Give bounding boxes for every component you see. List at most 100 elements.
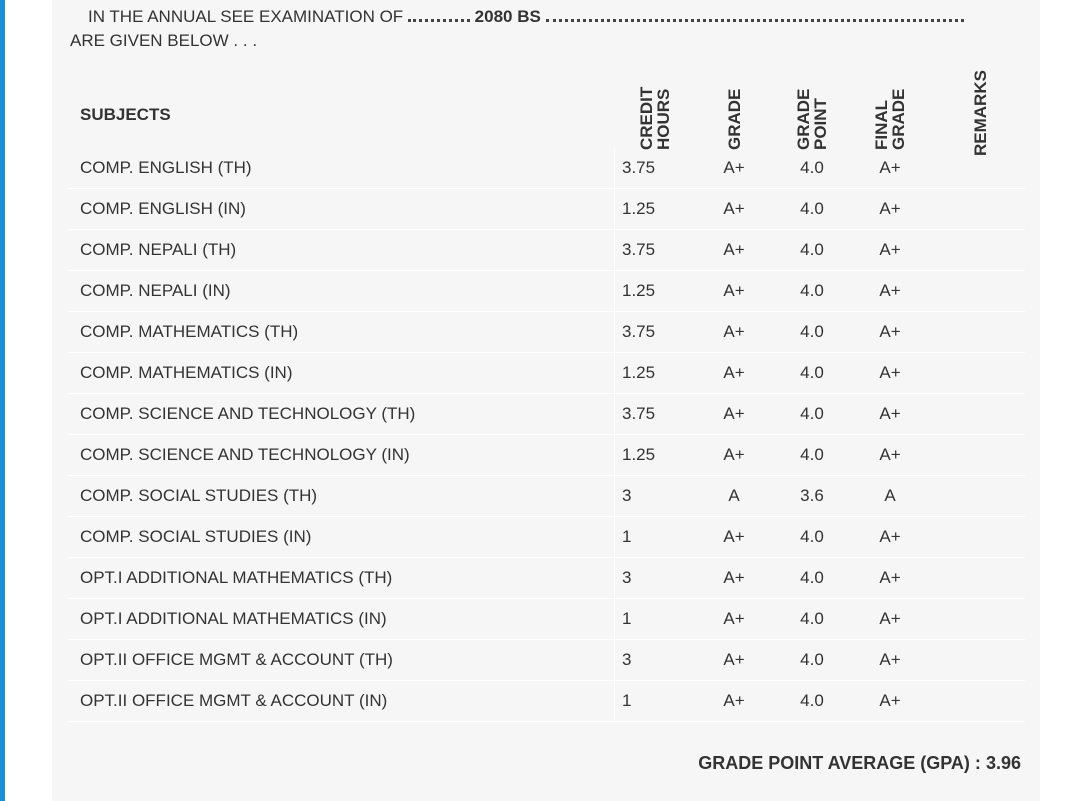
table-row: COMP. SCIENCE AND TECHNOLOGY (IN) 1.25 A+ 4… <box>68 435 1025 476</box>
gpa: GRADE POINT AVERAGE (GPA) : 3.96 <box>698 753 1021 774</box>
leader <box>407 7 470 22</box>
grade: A+ <box>723 568 745 587</box>
table-row: COMP. NEPALI (TH) 3.75 A+ 4.0 A+ <box>68 230 1025 271</box>
final-grade: A+ <box>879 691 901 710</box>
subject: COMP. MATHEMATICS (IN) <box>80 363 293 382</box>
table-row: OPT.II OFFICE MGMT & ACCOUNT (IN) 1 A+ 4.0 A… <box>68 681 1025 722</box>
credit-hours: 3.75 <box>622 240 656 259</box>
credit-hours: 3.75 <box>622 322 656 341</box>
subject: COMP. NEPALI (IN) <box>80 281 231 300</box>
subject: COMP. NEPALI (TH) <box>80 240 237 259</box>
credit-hours: 3.75 <box>622 158 656 177</box>
grade-point: 4.0 <box>800 445 824 464</box>
grade: A+ <box>723 445 745 464</box>
subject: COMP. MATHEMATICS (TH) <box>80 322 299 341</box>
intro-prefix: IN THE ANNUAL SEE EXAMINATION OF <box>88 7 404 26</box>
grade: A+ <box>723 199 745 218</box>
final-grade: A+ <box>879 650 901 669</box>
grade: A+ <box>723 404 745 423</box>
subject: COMP. SCIENCE AND TECHNOLOGY (IN) <box>80 445 410 464</box>
grade-point: 4.0 <box>800 527 824 546</box>
table-row: COMP. ENGLISH (IN) 1.25 A+ 4.0 A+ <box>68 189 1025 230</box>
credit-hours: 3.75 <box>622 404 656 423</box>
column-header: FINAL GRADE <box>872 88 908 150</box>
credit-hours: 1.25 <box>622 363 656 382</box>
subject: COMP. SCIENCE AND TECHNOLOGY (TH) <box>80 404 416 423</box>
gpa-value: 3.96 <box>985 753 1021 773</box>
credit-hours: 1 <box>622 609 632 628</box>
table-row: COMP. MATHEMATICS (TH) 3.75 A+ 4.0 A+ <box>68 312 1025 353</box>
final-grade: A+ <box>879 404 901 423</box>
credit-hours: 1.25 <box>622 445 656 464</box>
final-grade: A+ <box>879 445 901 464</box>
final-grade: A+ <box>879 568 901 587</box>
table-row: COMP. SOCIAL STUDIES (TH) 3 A 3.6 A <box>68 476 1025 517</box>
final-grade: A+ <box>879 240 901 259</box>
table-row: COMP. NEPALI (IN) 1.25 A+ 4.0 A+ <box>68 271 1025 312</box>
grade-point: 4.0 <box>800 240 824 259</box>
grade: A+ <box>723 609 745 628</box>
intro-line2: ARE GIVEN BELOW . . . <box>70 31 258 50</box>
subject: OPT.II OFFICE MGMT & ACCOUNT (IN) <box>80 691 388 710</box>
grade: A+ <box>723 527 745 546</box>
credit-hours: 1.25 <box>622 199 656 218</box>
table-row: OPT.II OFFICE MGMT & ACCOUNT (TH) 3 A+ 4.0 A… <box>68 640 1025 681</box>
table-row: OPT.I ADDITIONAL MATHEMATICS (TH) 3 A+ 4.0 A… <box>68 558 1025 599</box>
grade: A <box>728 486 740 505</box>
column-header: GRADE POINT <box>794 88 830 150</box>
header-subjects: SUBJECTS <box>80 105 171 124</box>
grade: A+ <box>723 240 745 259</box>
grade-point: 4.0 <box>800 322 824 341</box>
credit-hours: 1.25 <box>622 281 656 300</box>
grade-point: 4.0 <box>800 199 824 218</box>
credit-hours: 1 <box>622 527 632 546</box>
grade: A+ <box>723 650 745 669</box>
subject: OPT.II OFFICE MGMT & ACCOUNT (TH) <box>80 650 393 669</box>
final-grade: A+ <box>879 363 901 382</box>
intro-line: IN THE ANNUAL SEE EXAMINATION OF 2080 BS <box>88 7 964 27</box>
grade: A+ <box>723 363 745 382</box>
grade: A+ <box>723 322 745 341</box>
column-header: CREDIT HOURS <box>637 86 673 150</box>
leader <box>545 7 964 22</box>
final-grade: A <box>884 486 896 505</box>
table-row: COMP. SOCIAL STUDIES (IN) 1 A+ 4.0 A+ <box>68 517 1025 558</box>
table-row: COMP. MATHEMATICS (IN) 1.25 A+ 4.0 A+ <box>68 353 1025 394</box>
grade: A+ <box>723 691 745 710</box>
grade-point: 3.6 <box>800 486 824 505</box>
final-grade: A+ <box>879 158 901 177</box>
table-row: COMP. SCIENCE AND TECHNOLOGY (TH) 3.75 A+ 4… <box>68 394 1025 435</box>
subject: COMP. ENGLISH (IN) <box>80 199 246 218</box>
grade-point: 4.0 <box>800 281 824 300</box>
subject: OPT.I ADDITIONAL MATHEMATICS (TH) <box>80 568 393 587</box>
result-card <box>52 0 1040 801</box>
credit-hours: 3 <box>622 486 632 505</box>
credit-hours: 3 <box>622 650 632 669</box>
subject: OPT.I ADDITIONAL MATHEMATICS (IN) <box>80 609 387 628</box>
credit-hours: 3 <box>622 568 632 587</box>
subject: COMP. SOCIAL STUDIES (TH) <box>80 486 318 505</box>
subject: COMP. ENGLISH (TH) <box>80 158 252 177</box>
final-grade: A+ <box>879 609 901 628</box>
grade-point: 4.0 <box>800 404 824 423</box>
gpa-label: GRADE POINT AVERAGE (GPA) : <box>698 753 981 773</box>
table-row: OPT.I ADDITIONAL MATHEMATICS (IN) 1 A+ 4.0 A… <box>68 599 1025 640</box>
final-grade: A+ <box>879 322 901 341</box>
grade-point: 4.0 <box>800 158 824 177</box>
final-grade: A+ <box>879 199 901 218</box>
credit-hours: 1 <box>622 691 632 710</box>
grade: A+ <box>723 158 745 177</box>
column-header: REMARKS <box>970 70 990 156</box>
grade-point: 4.0 <box>800 609 824 628</box>
accent-bar <box>0 0 5 801</box>
final-grade: A+ <box>879 281 901 300</box>
grade-point: 4.0 <box>800 691 824 710</box>
grade-point: 4.0 <box>800 650 824 669</box>
table-row: COMP. ENGLISH (TH) 3.75 A+ 4.0 A+ <box>68 148 1025 189</box>
subject: COMP. SOCIAL STUDIES (IN) <box>80 527 312 546</box>
column-header: GRADE <box>724 88 744 150</box>
grade: A+ <box>723 281 745 300</box>
grade-point: 4.0 <box>800 568 824 587</box>
intro-year: 2080 BS <box>474 7 541 26</box>
